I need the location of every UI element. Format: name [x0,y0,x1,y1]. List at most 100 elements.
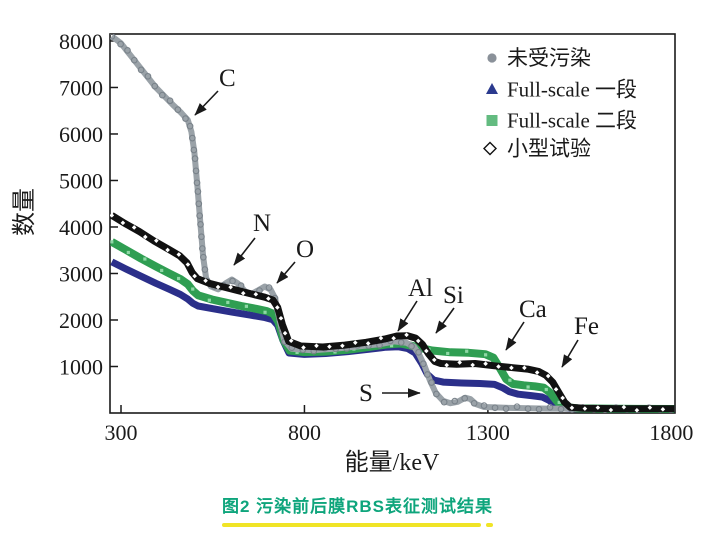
marker-circle [199,245,206,252]
marker-circle [194,188,202,195]
peak-arrow-C [194,90,219,116]
marker-diamond [660,407,666,412]
marker-diamond [266,296,271,301]
marker-square [295,350,299,354]
marker-circle [461,394,469,402]
marker-circle [182,115,189,122]
marker-square [226,300,230,305]
marker-diamond [314,343,319,349]
marker-square [465,349,469,353]
peak-arrow-Ca [505,321,525,351]
marker-circle [186,122,194,130]
peak-label-Fe: Fe [574,313,599,340]
marker-circle [480,402,488,409]
small-test-marker-icon [483,141,497,156]
marker-square [207,298,211,302]
x-tick-label: 800 [288,420,321,445]
legend-label-full-scale-2: Full-scale 二段 [507,109,637,133]
marker-circle [546,403,554,411]
caption-underline-bar [221,523,482,527]
marker-circle [166,97,174,105]
peak-label-Si: Si [443,282,464,309]
figure-caption-text: 图2 污染前后膜RBS表征测试结果 [221,497,494,516]
marker-diamond [275,305,280,310]
marker-circle [193,179,201,187]
marker-diamond [470,362,475,368]
legend-item-small-test: 小型试验 [483,137,591,161]
marker-circle [200,253,207,261]
marker-diamond [142,234,148,240]
marker-circle [535,405,543,413]
marker-diamond [365,341,371,346]
marker-diamond [215,284,221,290]
marker-diamond [192,273,197,279]
marker-diamond [621,404,627,410]
marker-diamond [327,344,332,349]
series-line-small-test [110,212,675,413]
marker-circle [144,72,152,80]
marker-circle [408,342,415,350]
marker-diamond [522,365,527,371]
peak-label-O: O [296,236,314,263]
marker-circle [117,40,124,48]
marker-diamond [404,332,409,338]
marker-circle [440,398,448,406]
marker-diamond [154,238,159,243]
peak-label-C: C [219,65,236,92]
peak-label-N: N [253,210,271,237]
y-tick-label: 7000 [59,75,103,100]
marker-diamond [534,370,540,375]
marker-square [126,250,130,255]
peak-arrow-N [233,237,256,266]
marker-diamond [228,284,233,290]
marker-circle [197,221,204,228]
peak-label-Ca: Ca [519,296,547,323]
marker-circle [191,155,199,163]
x-tick-label: 300 [105,420,138,445]
marker-diamond [415,338,421,344]
marker-circle [188,134,196,142]
marker-diamond [253,291,259,297]
x-tick-label: 1300 [466,420,510,445]
marker-diamond [340,343,345,349]
marker-square [191,287,195,291]
marker-square [389,344,394,348]
marker-circle [137,66,145,74]
x-axis-title: 能量/keV [345,449,440,476]
marker-diamond [553,387,559,392]
marker-diamond [608,407,614,413]
peak-arrow-O [276,261,296,284]
marker-square [244,304,249,308]
marker-square [446,351,450,356]
marker-square [508,378,512,382]
legend-item-uncontaminated: 未受污染 [487,46,591,70]
full-scale-1-marker-icon [486,83,498,94]
marker-square [143,257,147,261]
plot-border [109,33,676,414]
marker-diamond [545,373,551,379]
series-small-test [110,212,675,413]
marker-diamond [278,315,284,321]
marker-square [177,276,181,281]
marker-diamond [282,330,288,336]
marker-circle [229,277,236,285]
marker-diamond [120,220,126,226]
marker-diamond [424,348,429,354]
x-tick-label: 1800 [649,420,693,445]
y-tick-label: 6000 [59,122,103,147]
marker-diamond [131,225,137,230]
marker-circle [491,404,499,412]
marker-diamond [483,361,488,367]
marker-circle [424,371,431,378]
marker-diamond [444,362,449,368]
marker-square [544,387,548,392]
y-tick-label: 2000 [59,308,103,333]
marker-diamond [431,357,437,363]
marker-diamond [582,406,588,411]
y-tick-label: 8000 [59,29,103,54]
marker-diamond [378,335,384,341]
marker-diamond [110,213,115,218]
peak-arrow-Si [435,307,455,334]
marker-circle [419,360,427,368]
